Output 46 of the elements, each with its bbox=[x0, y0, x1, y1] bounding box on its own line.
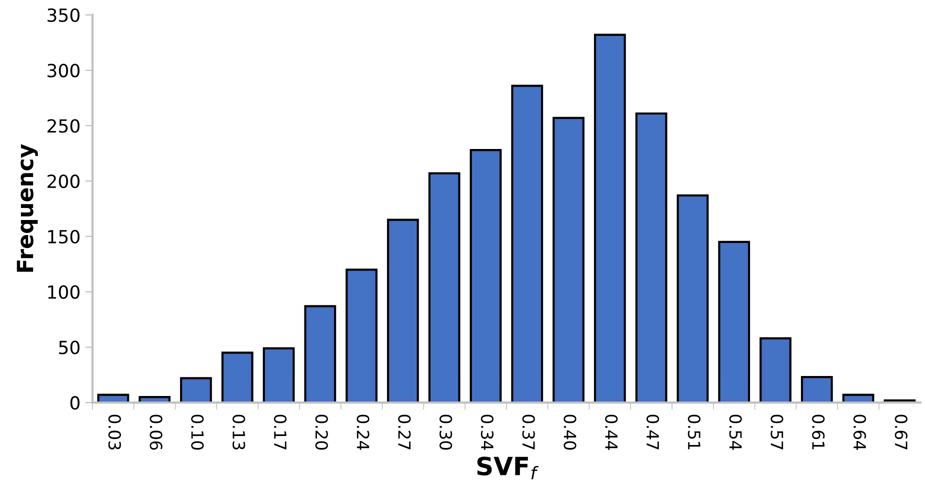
x-tick-label: 0.51 bbox=[688, 414, 700, 450]
x-tick-label: 0.64 bbox=[853, 414, 866, 450]
bar bbox=[511, 84, 544, 403]
x-tick-label: 0.37 bbox=[522, 414, 535, 450]
bar bbox=[718, 240, 750, 403]
x-tick-label: 0.20 bbox=[315, 414, 328, 450]
bar bbox=[346, 268, 378, 403]
y-tick-label: 250 bbox=[48, 119, 80, 133]
y-tick-label: 100 bbox=[48, 285, 80, 299]
x-tick-label: 0.61 bbox=[812, 414, 825, 450]
x-tick-label: 0.30 bbox=[440, 414, 452, 450]
x-tick-label: 0.34 bbox=[480, 414, 494, 450]
y-tick-label: 0 bbox=[70, 396, 80, 410]
x-tick-label: 0.06 bbox=[150, 414, 162, 450]
bar bbox=[262, 347, 295, 403]
x-tick-label: 0.13 bbox=[232, 414, 246, 450]
x-tick-label: 0.40 bbox=[564, 414, 576, 450]
y-tick-label: 50 bbox=[59, 340, 80, 354]
bar bbox=[552, 116, 584, 403]
y-tick-label: 350 bbox=[48, 8, 80, 22]
x-tick-label: 0.67 bbox=[894, 414, 908, 450]
bar bbox=[387, 218, 419, 403]
x-axis-title: SVF$_{f}$ bbox=[477, 456, 539, 480]
y-tick-label: 150 bbox=[48, 230, 80, 244]
bar bbox=[635, 112, 668, 403]
bar bbox=[594, 34, 626, 403]
x-tick-label: 0.24 bbox=[356, 414, 370, 450]
bar bbox=[800, 376, 833, 403]
bar bbox=[221, 352, 254, 403]
y-tick-label: 300 bbox=[48, 64, 80, 78]
x-tick-label: 0.03 bbox=[108, 414, 121, 450]
x-tick-label: 0.44 bbox=[605, 414, 618, 450]
bar bbox=[428, 172, 460, 403]
x-tick-label: 0.57 bbox=[770, 414, 784, 450]
x-tick-label: 0.17 bbox=[274, 414, 287, 450]
bar bbox=[180, 377, 212, 403]
bar bbox=[304, 305, 336, 403]
y-tick-label: 200 bbox=[48, 174, 80, 188]
x-tick-label: 0.10 bbox=[191, 414, 204, 450]
x-tick-label: 0.27 bbox=[398, 414, 411, 450]
x-tick-label: 0.47 bbox=[646, 414, 660, 450]
x-tick-label: 0.54 bbox=[729, 414, 742, 450]
bar bbox=[676, 194, 709, 403]
bar bbox=[470, 148, 502, 403]
bar bbox=[760, 337, 792, 403]
y-axis-title: Frequency bbox=[16, 144, 38, 272]
